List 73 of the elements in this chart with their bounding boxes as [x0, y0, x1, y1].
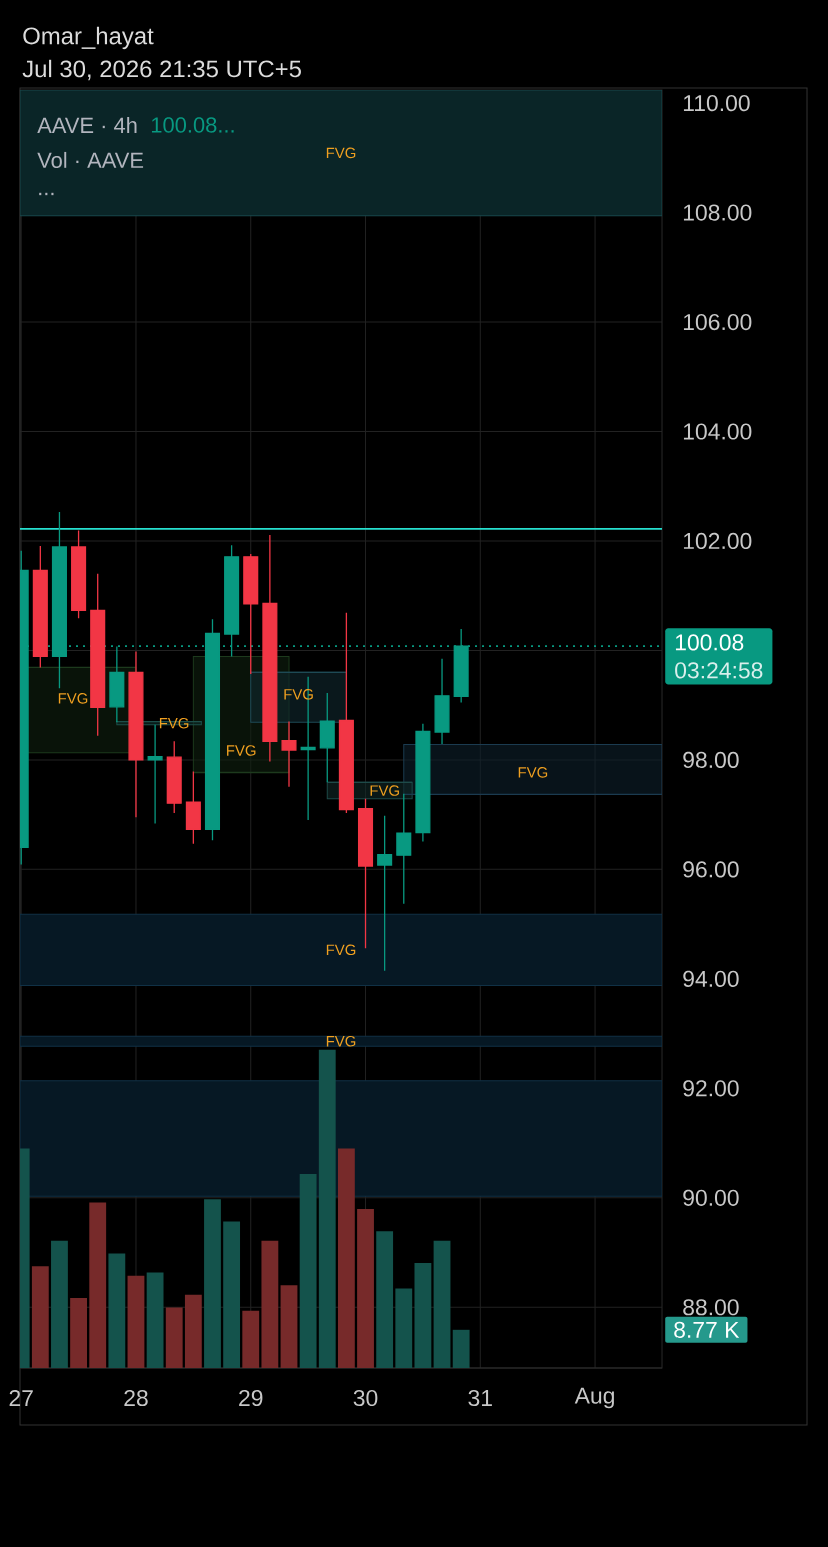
- candlestick: [128, 650, 144, 819]
- candlestick: [166, 740, 182, 814]
- candlestick: [185, 770, 201, 845]
- text: 03:24:58: [675, 662, 763, 679]
- candlestick: [281, 720, 297, 788]
- chart-title: Vol · AAVE: [37, 151, 144, 169]
- ref-line-label: 100.08: [675, 634, 744, 651]
- series-label: FVG: [159, 717, 189, 729]
- bar: [127, 1275, 145, 1368]
- x-tick-label: 31: [468, 1389, 492, 1407]
- bar: [337, 1148, 355, 1368]
- bar: [146, 1272, 164, 1368]
- x-tick-label: 27: [9, 1390, 33, 1406]
- bar: [51, 1240, 68, 1368]
- band-label: FVG: [326, 944, 356, 956]
- candlestick: [415, 723, 431, 843]
- y-tick-label: 96.00: [683, 861, 739, 878]
- bar: [70, 1297, 87, 1368]
- bar: [108, 1253, 126, 1368]
- text: Omar_hayat: [23, 26, 154, 50]
- y-tick-label: 98.00: [683, 751, 739, 769]
- text: 8.77 K: [674, 1321, 740, 1338]
- y-tick-label: 106.00: [683, 313, 752, 331]
- bar: [165, 1307, 183, 1368]
- candlestick: [243, 553, 259, 675]
- annotation: 100.08...: [151, 117, 234, 133]
- bar: [184, 1294, 202, 1368]
- y-tick-label: 108.00: [683, 204, 752, 221]
- candlestick: [32, 545, 48, 669]
- bar: [376, 1231, 394, 1368]
- y-tick-label: 90.00: [683, 1189, 739, 1206]
- series-label: FVG: [58, 693, 88, 704]
- candlestick: [319, 692, 335, 783]
- y-tick-label: 104.00: [683, 423, 752, 440]
- x-tick-label: Aug: [574, 1387, 614, 1409]
- text: Jul 30, 2026 21:35 UTC+5: [22, 59, 301, 81]
- x-tick-label: 30: [353, 1389, 378, 1407]
- band-label: FVG: [326, 1035, 356, 1047]
- x-tick-label: 28: [124, 1389, 148, 1407]
- y-tick-label: 88.00: [683, 1299, 739, 1316]
- bar: [204, 1199, 221, 1368]
- candlestick: [434, 657, 450, 745]
- bar: [280, 1285, 298, 1368]
- series-label: FVG: [227, 745, 256, 756]
- y-tick-label: 94.00: [683, 970, 739, 987]
- series-label: FVG: [284, 689, 313, 700]
- band-label: FVG: [326, 147, 356, 159]
- bar: [299, 1173, 317, 1368]
- bar: [414, 1262, 432, 1368]
- candlestick: [357, 798, 374, 949]
- candlestick: [338, 612, 354, 814]
- x-tick-label: 29: [239, 1389, 263, 1407]
- series-label: FVG: [370, 785, 399, 796]
- y-tick-label: 92.00: [683, 1080, 739, 1097]
- bar: [89, 1202, 107, 1368]
- series-label: FVG: [518, 767, 548, 778]
- candlestick: [90, 573, 106, 737]
- bar: [261, 1240, 279, 1368]
- bar: [223, 1221, 241, 1368]
- y-tick-label: 102.00: [683, 532, 752, 550]
- y-tick-label: 110.00: [683, 94, 750, 112]
- bar: [242, 1310, 260, 1368]
- text: AAVE · 4h: [37, 117, 137, 133]
- bar: [357, 1208, 374, 1368]
- candlestick: [262, 534, 278, 763]
- annotation: ...: [39, 192, 54, 196]
- candlestick: [109, 645, 125, 723]
- bar: [433, 1240, 451, 1368]
- bar: [452, 1329, 470, 1368]
- bar: [395, 1288, 413, 1368]
- candlestick: [71, 529, 87, 619]
- candlestick: [51, 511, 67, 689]
- bar: [318, 1049, 336, 1368]
